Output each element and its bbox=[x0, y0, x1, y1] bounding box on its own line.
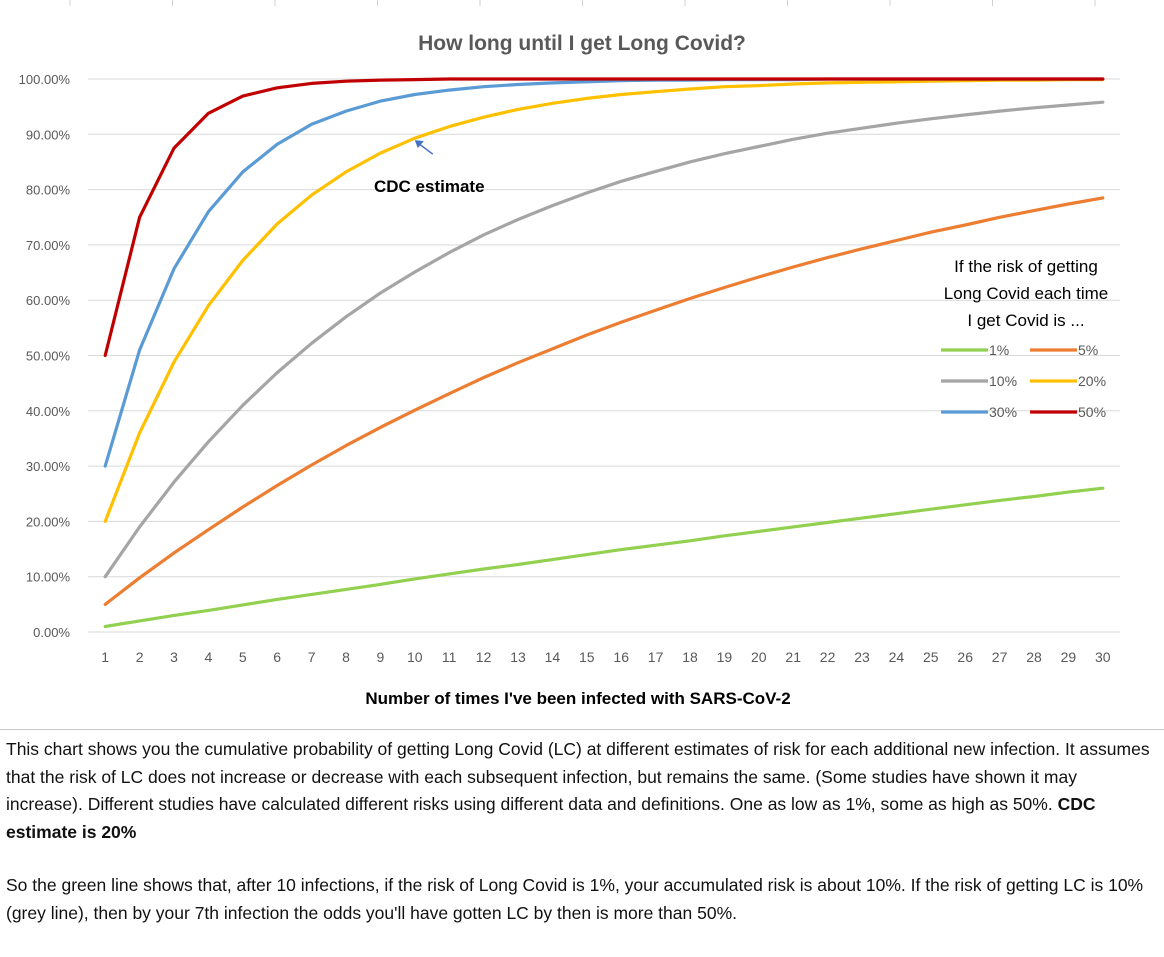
x-tick-label: 30 bbox=[1095, 649, 1111, 665]
x-tick-label: 6 bbox=[273, 649, 281, 665]
x-tick-label: 2 bbox=[136, 649, 144, 665]
x-tick-label: 17 bbox=[648, 649, 664, 665]
legend-title-line: If the risk of getting bbox=[954, 257, 1098, 276]
x-tick-label: 19 bbox=[717, 649, 733, 665]
y-tick-label: 0.00% bbox=[33, 625, 70, 640]
x-tick-label: 16 bbox=[613, 649, 629, 665]
x-tick-label: 10 bbox=[407, 649, 423, 665]
y-tick-label: 60.00% bbox=[26, 293, 71, 308]
x-tick-label: 14 bbox=[545, 649, 561, 665]
x-axis-label: Number of times I've been infected with … bbox=[365, 689, 790, 708]
x-tick-label: 27 bbox=[992, 649, 1008, 665]
y-tick-label: 40.00% bbox=[26, 404, 71, 419]
series-line-5pct bbox=[103, 196, 1105, 607]
y-tick-label: 100.00% bbox=[19, 72, 71, 87]
divider bbox=[0, 729, 1164, 730]
x-tick-label: 20 bbox=[751, 649, 767, 665]
x-tick-label: 12 bbox=[476, 649, 492, 665]
annotation-label: CDC estimate bbox=[374, 177, 485, 196]
legend-label-20pct: 20% bbox=[1078, 373, 1106, 389]
x-tick-label: 9 bbox=[377, 649, 385, 665]
x-tick-label: 29 bbox=[1061, 649, 1077, 665]
chart-caption: This chart shows you the cumulative prob… bbox=[6, 736, 1158, 927]
series-line-10pct bbox=[103, 100, 1105, 579]
caption-bold-cdc: CDC estimate is 20% bbox=[6, 794, 1096, 842]
caption-paragraph-1: This chart shows you the cumulative prob… bbox=[6, 736, 1158, 846]
x-tick-label: 13 bbox=[510, 649, 526, 665]
x-tick-label: 23 bbox=[854, 649, 870, 665]
x-tick-label: 8 bbox=[342, 649, 350, 665]
y-tick-label: 70.00% bbox=[26, 238, 71, 253]
y-tick-label: 80.00% bbox=[26, 183, 71, 198]
y-tick-label: 10.00% bbox=[26, 570, 71, 585]
legend-label-10pct: 10% bbox=[989, 373, 1017, 389]
x-tick-label: 24 bbox=[889, 649, 905, 665]
x-tick-label: 28 bbox=[1026, 649, 1042, 665]
chart-area: How long until I get Long Covid? 0.00% 10.… bbox=[19, 0, 1120, 708]
legend-title-line: Long Covid each time bbox=[944, 284, 1108, 303]
x-tick-label: 18 bbox=[682, 649, 698, 665]
legend-label-5pct: 5% bbox=[1078, 342, 1098, 358]
x-tick-label: 3 bbox=[170, 649, 178, 665]
x-tick-label: 26 bbox=[957, 649, 973, 665]
line-chart: How long until I get Long Covid? 0.00% 10.… bbox=[19, 0, 1120, 708]
caption-paragraph-2: So the green line shows that, after 10 i… bbox=[6, 875, 1144, 923]
x-tick-label: 11 bbox=[442, 649, 457, 665]
series-line-30pct bbox=[103, 77, 1105, 468]
series-line-1pct bbox=[103, 486, 1105, 629]
y-tick-label: 50.00% bbox=[26, 349, 71, 364]
annotation-arrow-head bbox=[414, 140, 424, 149]
chart-title: How long until I get Long Covid? bbox=[418, 32, 746, 55]
series-line-50pct bbox=[103, 77, 1105, 358]
legend-title-line: I get Covid is ... bbox=[967, 311, 1084, 330]
x-tick-label: 21 bbox=[785, 649, 801, 665]
x-tick-label: 15 bbox=[579, 649, 595, 665]
x-tick-label: 7 bbox=[308, 649, 316, 665]
x-tick-label: 5 bbox=[239, 649, 247, 665]
x-tick-label: 25 bbox=[923, 649, 939, 665]
legend-label-1pct: 1% bbox=[989, 342, 1009, 358]
x-tick-label: 22 bbox=[820, 649, 836, 665]
x-tick-label: 4 bbox=[205, 649, 213, 665]
y-tick-label: 90.00% bbox=[26, 127, 71, 142]
caption-text-1: This chart shows you the cumulative prob… bbox=[6, 739, 1150, 814]
series-line-20pct bbox=[103, 77, 1105, 524]
y-tick-label: 30.00% bbox=[26, 459, 71, 474]
y-tick-label: 20.00% bbox=[26, 514, 71, 529]
x-tick-label: 1 bbox=[101, 649, 109, 665]
legend-label-30pct: 30% bbox=[989, 404, 1017, 420]
legend-label-50pct: 50% bbox=[1078, 404, 1106, 420]
